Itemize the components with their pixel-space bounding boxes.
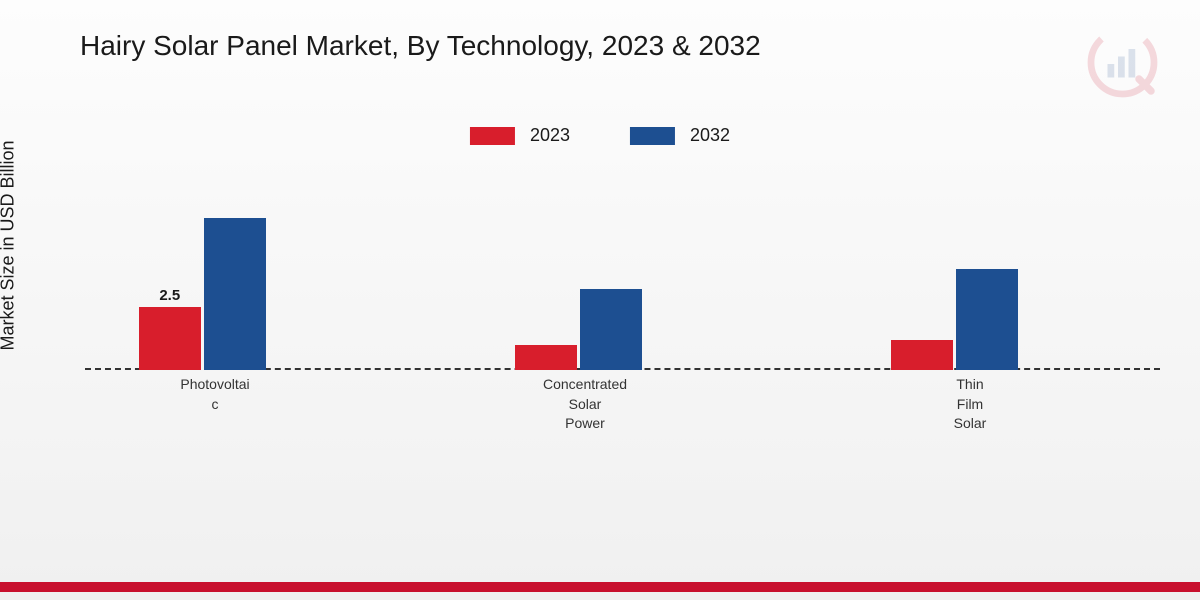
x-axis-label: ThinFilmSolar: [910, 375, 1030, 434]
bar-group: [515, 289, 642, 370]
chart-bar: [515, 345, 577, 370]
legend-item: 2023: [470, 125, 570, 146]
bar-group: 2.5: [139, 218, 266, 370]
chart-bar: 2.5: [139, 307, 201, 370]
chart-bar: [891, 340, 953, 370]
chart-bar: [956, 269, 1018, 370]
bar-group: [891, 269, 1018, 370]
bottom-accent-bar: [0, 582, 1200, 592]
chart-title: Hairy Solar Panel Market, By Technology,…: [80, 30, 761, 62]
brand-logo-icon: [1085, 25, 1160, 100]
legend-swatch: [630, 127, 675, 145]
chart-bar: [580, 289, 642, 370]
chart-legend: 2023 2032: [470, 125, 730, 146]
legend-swatch: [470, 127, 515, 145]
legend-label: 2023: [530, 125, 570, 146]
y-axis-label: Market Size in USD Billion: [0, 140, 19, 350]
legend-label: 2032: [690, 125, 730, 146]
legend-item: 2032: [630, 125, 730, 146]
chart-plot-area: 2.5 Photovoltaic ConcentratedSolarPower Thi…: [85, 180, 1160, 440]
x-axis-label: ConcentratedSolarPower: [525, 375, 645, 434]
x-axis-label: Photovoltaic: [155, 375, 275, 414]
bar-value-label: 2.5: [139, 287, 201, 304]
chart-bar: [204, 218, 266, 370]
